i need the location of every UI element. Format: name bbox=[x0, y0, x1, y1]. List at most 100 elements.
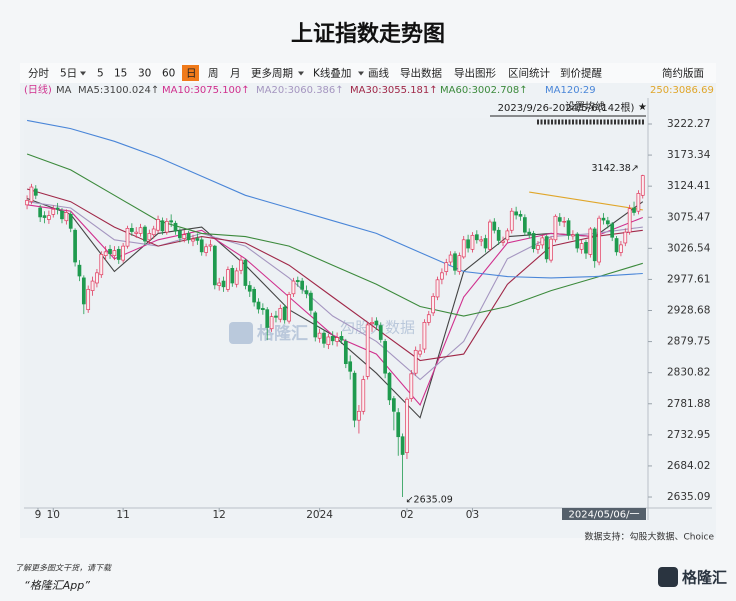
candle-body bbox=[378, 325, 383, 340]
toolbar-item[interactable]: 更多周期 bbox=[251, 67, 293, 80]
candle-body bbox=[138, 227, 143, 234]
candle-body bbox=[77, 264, 82, 277]
candle-body bbox=[383, 341, 387, 374]
candle-body bbox=[562, 221, 567, 223]
watermark: 格隆汇 勾股大数据 bbox=[229, 319, 415, 344]
candle-body bbox=[527, 231, 532, 235]
candle-body bbox=[553, 215, 558, 241]
y-tick-label: 2684.02 bbox=[667, 460, 710, 472]
candle-body bbox=[300, 280, 305, 290]
candle-body bbox=[134, 231, 139, 234]
toolbar-item[interactable]: 分时 bbox=[28, 68, 49, 80]
candle-body bbox=[405, 398, 409, 453]
x-tick-label: 9 bbox=[35, 509, 42, 521]
candle-body bbox=[239, 259, 243, 271]
ma-line bbox=[529, 191, 643, 211]
toolbar-item[interactable]: 导出图形 bbox=[454, 67, 496, 80]
candle-body bbox=[387, 372, 392, 401]
toolbar-item[interactable]: 日 bbox=[186, 68, 197, 80]
candle-body bbox=[261, 308, 265, 311]
candle-body bbox=[619, 244, 623, 253]
candle-body bbox=[597, 217, 601, 263]
toolbar-item[interactable]: 5 bbox=[97, 68, 104, 80]
legend-entry: MA10:3075.100↑ bbox=[162, 85, 250, 96]
toolbar-item[interactable]: 月 bbox=[230, 68, 241, 80]
pin-icon[interactable]: ★ bbox=[638, 102, 647, 113]
y-tick-label: 3222.27 bbox=[667, 118, 710, 130]
ma-settings[interactable]: 设置均线 bbox=[565, 100, 605, 113]
toolbar-item[interactable]: K线叠加 bbox=[313, 67, 351, 80]
watermark-text-2: 勾股大数据 bbox=[340, 319, 415, 337]
source: 数据支持：勾股大数据、Choice bbox=[585, 531, 715, 543]
candle-body bbox=[130, 227, 134, 232]
candle-body bbox=[195, 238, 200, 241]
candle-body bbox=[309, 292, 313, 311]
range-label: 2023/9/26-2024/5/6(142根) bbox=[498, 101, 635, 114]
candle-body bbox=[121, 245, 125, 261]
candle-body bbox=[269, 316, 274, 330]
candle-body bbox=[38, 207, 43, 218]
candle-body bbox=[169, 220, 174, 223]
candle-body bbox=[440, 272, 444, 280]
candle-body bbox=[348, 361, 353, 372]
candle-body bbox=[326, 336, 331, 345]
candle-body bbox=[55, 207, 60, 210]
y-tick-label: 2928.68 bbox=[667, 305, 710, 317]
candle-body bbox=[29, 186, 34, 203]
candle-body bbox=[304, 290, 309, 295]
candle-body bbox=[531, 233, 536, 250]
candle-body bbox=[156, 219, 160, 231]
toolbar-item[interactable]: 15 bbox=[114, 68, 127, 80]
toolbar-item[interactable]: 画线 bbox=[368, 67, 389, 80]
candle-body bbox=[282, 306, 287, 321]
candle-body bbox=[509, 210, 514, 231]
candle-body bbox=[448, 254, 453, 263]
toolbar-item[interactable]: 区间统计 bbox=[508, 67, 550, 80]
toolbar-item[interactable]: 30 bbox=[138, 68, 151, 80]
watermark-logo bbox=[229, 322, 253, 344]
toolbar-item[interactable]: 周 bbox=[208, 68, 219, 80]
toolbar-item[interactable]: 60 bbox=[162, 68, 175, 80]
x-tick-label: 11 bbox=[116, 509, 129, 521]
candle-body bbox=[514, 211, 518, 216]
annotation: 3142.38↗ bbox=[592, 163, 639, 174]
y-tick-label: 3026.54 bbox=[667, 242, 711, 254]
y-tick-label: 3075.47 bbox=[667, 211, 710, 223]
y-tick-label: 2781.88 bbox=[667, 398, 710, 410]
x-tick-label: 2024 bbox=[306, 509, 333, 521]
candle-body bbox=[199, 239, 204, 253]
toolbar-item[interactable]: 导出数据 bbox=[400, 67, 442, 80]
candle-body bbox=[252, 288, 256, 303]
candle-body bbox=[588, 228, 593, 255]
y-tick-label: 3124.41 bbox=[667, 180, 710, 192]
legend-entry: MA60:3002.708↑ bbox=[440, 85, 528, 96]
candle-body bbox=[226, 269, 230, 290]
candle-body bbox=[614, 238, 619, 253]
candle-body bbox=[191, 238, 195, 242]
candle-body bbox=[374, 320, 379, 326]
candle-body bbox=[116, 248, 121, 260]
toolbar-item[interactable]: 简约版面 bbox=[662, 67, 704, 80]
candle-body bbox=[42, 215, 47, 218]
candle-body bbox=[330, 335, 335, 342]
candle-body bbox=[431, 295, 436, 314]
candle-body bbox=[143, 226, 147, 242]
candle-body bbox=[496, 229, 501, 241]
candle-body bbox=[352, 372, 357, 421]
candle-body bbox=[518, 214, 523, 217]
candle-body bbox=[86, 288, 91, 311]
cursor-box bbox=[562, 508, 646, 520]
toolbar-item[interactable]: 到价提醒 bbox=[560, 68, 602, 80]
candle-body bbox=[186, 233, 191, 241]
candle-body bbox=[557, 217, 562, 222]
candle-body bbox=[466, 239, 470, 249]
candle-body bbox=[435, 279, 440, 298]
cursor-date: 2024/05/06/一 bbox=[568, 510, 639, 521]
toolbar-item[interactable]: 5日 bbox=[60, 68, 77, 80]
candle-body bbox=[357, 410, 361, 421]
candle-body bbox=[413, 349, 418, 374]
toolbar-active bbox=[182, 65, 199, 81]
footer bbox=[0, 548, 736, 601]
y-tick-label: 2732.95 bbox=[667, 429, 710, 441]
